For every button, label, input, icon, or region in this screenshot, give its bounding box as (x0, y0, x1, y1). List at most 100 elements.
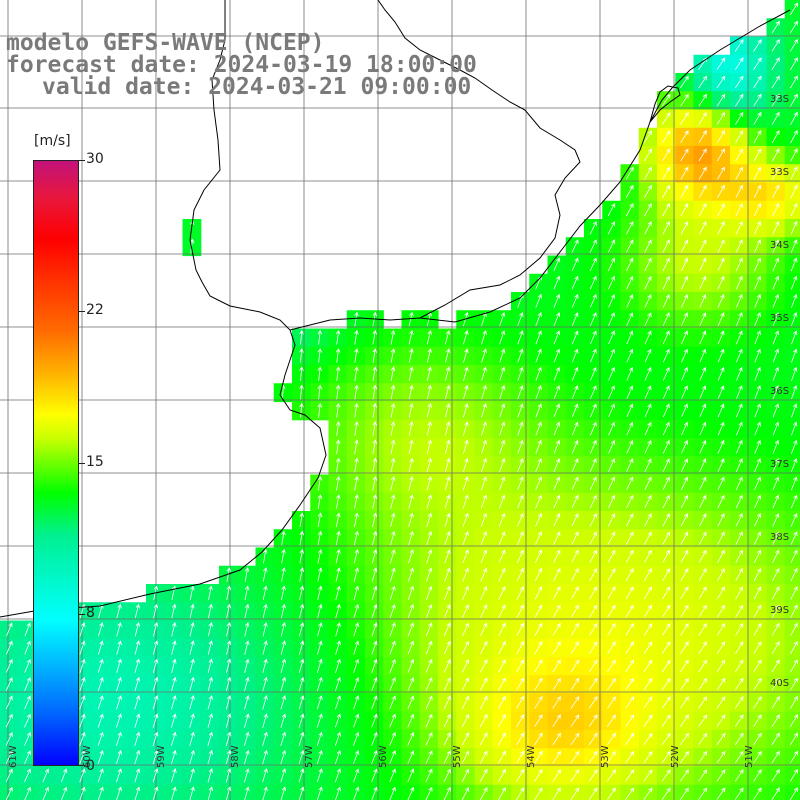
wind-arrow (534, 787, 543, 800)
wind-arrow (425, 695, 433, 710)
wind-cell (748, 602, 768, 622)
wind-arrow (734, 677, 744, 691)
wind-arrow (372, 439, 377, 455)
wind-cell (784, 109, 800, 129)
wind-arrow (262, 567, 268, 582)
wind-arrow (335, 603, 341, 619)
wind-arrow (24, 750, 31, 764)
wind-cell (748, 237, 768, 257)
wind-cell (748, 219, 768, 238)
wind-arrow (735, 494, 743, 509)
wind-arrow (335, 457, 341, 473)
wind-arrow (680, 586, 689, 600)
wind-arrow (408, 311, 414, 327)
wind-arrow (607, 568, 616, 582)
wind-arrow (772, 366, 780, 381)
wind-cell (474, 711, 494, 731)
wind-arrow (607, 787, 616, 800)
wind-arrow (736, 366, 743, 381)
wind-cell (711, 711, 731, 731)
wind-arrow (516, 531, 524, 545)
wind-arrow (444, 403, 451, 418)
wind-arrow (735, 586, 744, 600)
wind-arrow (372, 457, 378, 473)
wind-cell (784, 127, 800, 147)
wind-arrow (480, 531, 488, 546)
wind-arrow (152, 786, 159, 800)
wind-cell (638, 511, 658, 530)
wind-arrow (499, 330, 506, 345)
wind-arrow (426, 329, 432, 345)
wind-arrow (607, 202, 616, 217)
wind-arrow (443, 768, 451, 783)
wind-arrow (97, 713, 104, 728)
wind-arrow (772, 531, 780, 545)
wind-arrow (753, 622, 762, 636)
wind-cell (36, 766, 56, 786)
wind-arrow (335, 421, 341, 436)
wind-cell (730, 438, 749, 457)
wind-arrow (662, 403, 670, 418)
wind-arrow (699, 494, 707, 509)
wind-arrow (426, 530, 433, 546)
wind-arrow (534, 677, 543, 691)
wind-cell (638, 602, 658, 622)
wind-cell (748, 255, 768, 275)
wind-arrow (517, 330, 524, 345)
wind-arrow (571, 312, 579, 326)
wind-cell (657, 91, 676, 111)
wind-cell (784, 0, 800, 19)
wind-arrow (116, 640, 122, 655)
wind-cell (511, 748, 530, 768)
wind-cell (492, 730, 512, 749)
wind-arrow (354, 366, 359, 382)
wind-cell (474, 419, 494, 439)
wind-arrow (280, 640, 286, 655)
wind-arrow (480, 659, 488, 673)
wind-arrow (244, 640, 250, 655)
wind-arrow (535, 494, 542, 509)
wind-arrow (589, 604, 598, 618)
wind-cell (748, 693, 768, 713)
wind-cell (456, 328, 476, 348)
wind-arrow (680, 549, 689, 563)
wind-cell (419, 638, 439, 658)
wind-cell (365, 693, 384, 713)
wind-arrow (772, 202, 780, 217)
wind-arrow (588, 677, 598, 691)
wind-cell (273, 766, 293, 786)
wind-arrow (716, 111, 726, 125)
wind-arrow (661, 769, 671, 782)
wind-cell (711, 511, 731, 530)
wind-arrow (571, 531, 579, 545)
wind-arrow (280, 786, 287, 800)
wind-arrow (42, 786, 50, 800)
wind-arrow (444, 476, 451, 491)
wind-arrow (189, 640, 195, 655)
wind-cell (109, 711, 129, 731)
wind-cell (730, 584, 749, 603)
wind-cell (456, 730, 476, 749)
wind-arrow (662, 202, 670, 217)
wind-arrow (626, 385, 634, 399)
wind-arrow (425, 640, 433, 655)
wind-arrow (607, 239, 616, 253)
wind-arrow (790, 239, 798, 253)
wind-arrow (152, 640, 159, 655)
wind-cell (730, 164, 749, 184)
wind-arrow (353, 750, 360, 765)
wind-cell (675, 164, 695, 184)
wind-cell (456, 784, 476, 800)
wind-arrow (699, 403, 707, 418)
wind-cell (328, 766, 348, 786)
wind-arrow (116, 731, 122, 746)
wind-arrow (698, 166, 707, 180)
lat-label: 37S (770, 459, 790, 470)
wind-cell (584, 456, 603, 476)
wind-cell (638, 492, 658, 512)
wind-cell (693, 675, 713, 695)
wind-cell (657, 255, 676, 275)
wind-cell (0, 748, 19, 768)
wind-arrow (516, 714, 525, 728)
wind-cell (766, 638, 786, 658)
